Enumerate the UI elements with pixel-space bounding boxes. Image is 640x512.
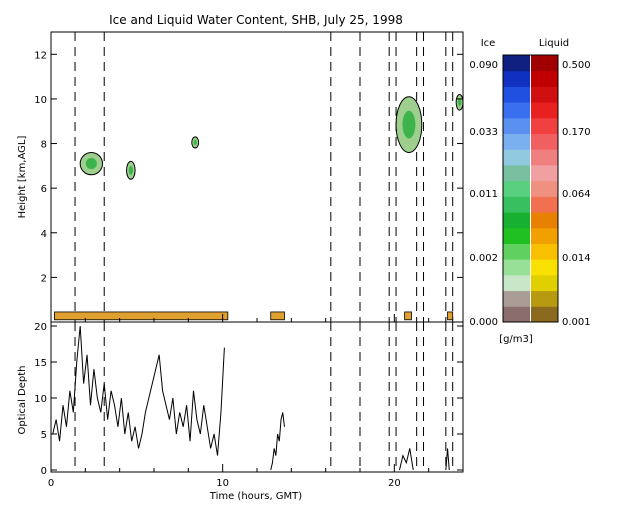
ice-color-swatch: [503, 243, 530, 260]
ice-color-swatch: [503, 259, 530, 276]
ice-cloud-core: [128, 165, 133, 175]
bottom-y-ticks: 0 5 10 15 20: [34, 322, 463, 477]
y-tick-label: 2: [41, 273, 47, 284]
liquid-color-swatch: [531, 196, 558, 213]
bottom-panel-frame: [50, 321, 464, 473]
y-tick-label: 8: [41, 140, 47, 151]
liquid-color-swatch: [531, 55, 558, 72]
ice-color-swatch: [503, 274, 530, 292]
ice-liquid-panel: 2 4 6 8 10 12 Height [km,AGL]: [17, 31, 464, 323]
optical-depth-line: [445, 448, 450, 471]
ice-color-swatch: [503, 117, 530, 135]
ice-tick-label: 0.002: [469, 253, 498, 264]
y-tick-label: 12: [34, 50, 47, 61]
ice-color-swatch: [503, 227, 530, 244]
liquid-cloud-feature: [404, 311, 412, 321]
x-axis-label: Time (hours, GMT): [209, 491, 303, 502]
x-ticks: 0 10 20: [48, 314, 464, 489]
y-tick-label: 10: [34, 95, 47, 106]
y-tick-label: 4: [41, 229, 47, 240]
ice-cloud-core: [457, 98, 462, 107]
liquid-cloud-feature: [447, 311, 454, 321]
liquid-colorbar: [502, 54, 559, 323]
chart-title: Ice and Liquid Water Content, SHB, July …: [109, 13, 403, 27]
y-tick-label: 20: [34, 322, 47, 333]
ice-color-swatch: [503, 70, 530, 87]
ice-colorbar: [503, 55, 530, 323]
ice-tick-label: 0.033: [469, 127, 498, 138]
ice-tick-label: 0.000: [469, 317, 498, 328]
liquid-color-swatch: [531, 117, 558, 135]
cloud-features: [54, 93, 464, 321]
liquid-tick-label: 0.170: [562, 127, 591, 138]
optical-depth-line: [52, 325, 225, 456]
ice-color-swatch: [503, 290, 530, 307]
ice-color-swatch: [503, 55, 530, 72]
liquid-tick-label: 0.500: [562, 60, 591, 71]
colorbar-ice-label: Ice: [481, 38, 496, 49]
ice-color-swatch: [503, 102, 530, 119]
liquid-color-swatch: [531, 102, 558, 119]
top-y-ticks: 2 4 6 8 10 12: [34, 50, 463, 284]
ice-color-swatch: [503, 86, 530, 103]
bottom-dashed-lines: [74, 322, 454, 472]
liquid-cloud-feature: [270, 311, 285, 321]
ice-color-swatch: [503, 133, 530, 150]
liquid-tick-label: 0.014: [562, 253, 591, 264]
ice-tick-label: 0.090: [469, 60, 498, 71]
colorbar-units: [g/m3]: [499, 334, 533, 345]
liquid-color-swatch: [531, 243, 558, 260]
ice-color-swatch: [503, 180, 530, 197]
optical-depth-line: [270, 412, 285, 471]
y-tick-label: 6: [41, 184, 47, 195]
ice-tick-label: 0.011: [469, 189, 498, 200]
liquid-color-swatch: [531, 227, 558, 244]
ice-color-swatch: [503, 196, 530, 213]
ice-cloud-core: [193, 139, 197, 146]
ice-color-swatch: [503, 164, 530, 182]
y-tick-label: 0: [41, 466, 47, 477]
colorbar-frame: [502, 54, 559, 323]
x-tick-label: 0: [48, 478, 54, 489]
colorbar-tick-labels: 0.090 0.033 0.011 0.002 0.000 0.500 0.170 0.064…: [469, 60, 590, 328]
liquid-color-swatch: [531, 212, 558, 229]
liquid-color-swatch: [531, 306, 558, 323]
top-y-axis-label: Height [km,AGL]: [17, 136, 28, 219]
liquid-tick-label: 0.064: [562, 189, 591, 200]
colorbar-liquid-label: Liquid: [539, 38, 569, 49]
ice-cloud-core: [402, 110, 416, 139]
liquid-color-swatch: [531, 180, 558, 197]
x-tick-label: 10: [216, 478, 229, 489]
liquid-color-swatch: [531, 259, 558, 276]
bottom-y-axis-label: Optical Depth: [17, 366, 28, 435]
liquid-color-swatch: [531, 86, 558, 103]
colorbar: Ice Liquid 0.090 0.033 0.011 0.002 0.000 0.50…: [469, 38, 590, 345]
optical-depth-line: [398, 448, 414, 471]
liquid-color-swatch: [531, 290, 558, 307]
liquid-color-swatch: [531, 149, 558, 166]
liquid-tick-label: 0.001: [562, 317, 591, 328]
optical-depth-panel: 0 5 10 15 20 Optical Depth 0 10 20 Time (hours…: [17, 314, 464, 502]
ice-color-swatch: [503, 306, 530, 323]
liquid-color-swatch: [531, 133, 558, 150]
liquid-cloud-feature: [54, 311, 229, 321]
optical-depth-series: [52, 325, 450, 471]
ice-color-swatch: [503, 212, 530, 229]
top-panel-frame: [50, 31, 464, 323]
y-tick-label: 10: [34, 394, 47, 405]
y-tick-label: 5: [41, 430, 47, 441]
liquid-color-swatch: [531, 274, 558, 292]
top-dashed-lines: [74, 32, 454, 322]
ice-cloud-core: [85, 158, 97, 170]
ice-color-swatch: [503, 149, 530, 166]
x-tick-label: 20: [388, 478, 401, 489]
liquid-color-swatch: [531, 164, 558, 182]
y-tick-label: 15: [34, 358, 47, 369]
liquid-color-swatch: [531, 70, 558, 87]
